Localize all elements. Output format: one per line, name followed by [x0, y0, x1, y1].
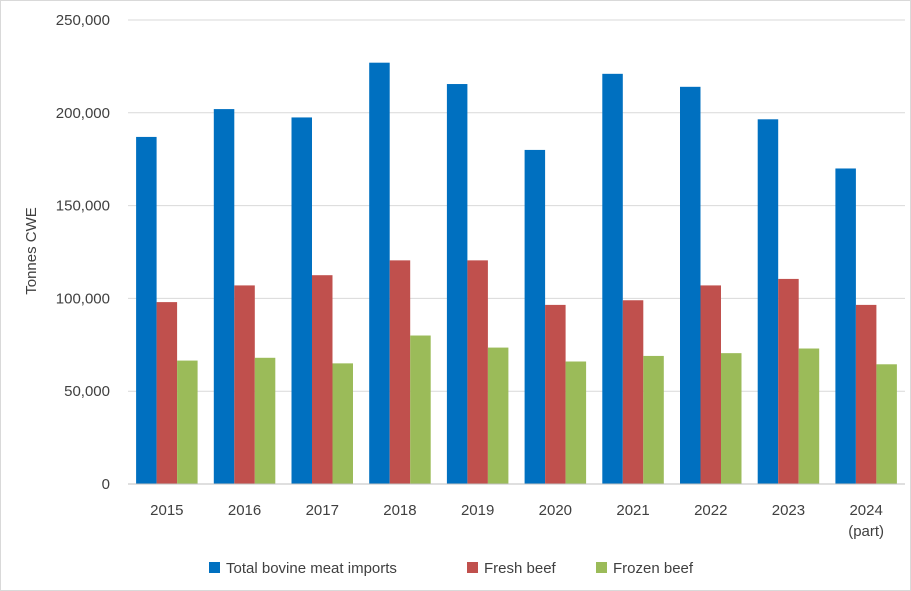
x-tick-label: 2021 [616, 502, 649, 519]
bar [312, 275, 333, 484]
bar [545, 304, 566, 484]
legend-swatch [209, 562, 220, 573]
x-tick-label: (part) [848, 523, 884, 540]
bar [524, 149, 546, 485]
bar [565, 361, 587, 484]
x-tick-label: 2024 [849, 502, 882, 519]
legend-swatch [467, 562, 478, 573]
legend-label: Frozen beef [613, 560, 694, 577]
legend-swatch [596, 562, 607, 573]
bar [622, 300, 644, 484]
x-tick-label: 2020 [539, 502, 572, 519]
bar [291, 117, 312, 484]
bar [798, 348, 820, 484]
y-tick-label: 150,000 [56, 198, 110, 215]
bar [234, 285, 255, 484]
bar [332, 363, 353, 484]
x-tick-label: 2022 [694, 502, 727, 519]
bars [136, 62, 897, 485]
y-tick-label: 0 [102, 476, 110, 493]
bar [700, 285, 721, 484]
bar [643, 355, 664, 484]
bar [136, 136, 157, 485]
bar [855, 304, 877, 484]
bar [156, 302, 178, 484]
legend-label: Fresh beef [484, 560, 557, 577]
y-axis-title: Tonnes CWE [23, 207, 40, 295]
bar [680, 86, 701, 484]
bar [254, 357, 276, 484]
bar [876, 364, 897, 484]
legend: Total bovine meat imports Fresh beef Froze… [209, 560, 694, 577]
x-tick-label: 2017 [306, 502, 339, 519]
bar [467, 260, 488, 484]
x-tick-label: 2019 [461, 502, 494, 519]
bar [487, 347, 509, 484]
bar [177, 360, 198, 484]
y-tick-label: 100,000 [56, 290, 110, 307]
bar [835, 168, 856, 485]
bar [778, 278, 799, 484]
bar [721, 353, 742, 484]
y-tick-label: 200,000 [56, 105, 110, 122]
x-tick-label: 2018 [383, 502, 416, 519]
x-tick-label: 2023 [772, 502, 805, 519]
y-tick-label: 50,000 [64, 383, 110, 400]
bar [213, 109, 235, 484]
bar [389, 260, 411, 484]
bar [446, 84, 468, 485]
x-tick-label: 2015 [150, 502, 183, 519]
bar [369, 62, 390, 485]
bar [757, 119, 779, 485]
bar [602, 73, 623, 484]
x-tick-label: 2016 [228, 502, 261, 519]
y-tick-label: 250,000 [56, 12, 110, 29]
legend-label: Total bovine meat imports [226, 560, 397, 577]
bar [410, 335, 431, 484]
axes: 0 50,000 100,000 150,000 200,000 250,000 2015 2… [56, 12, 905, 540]
